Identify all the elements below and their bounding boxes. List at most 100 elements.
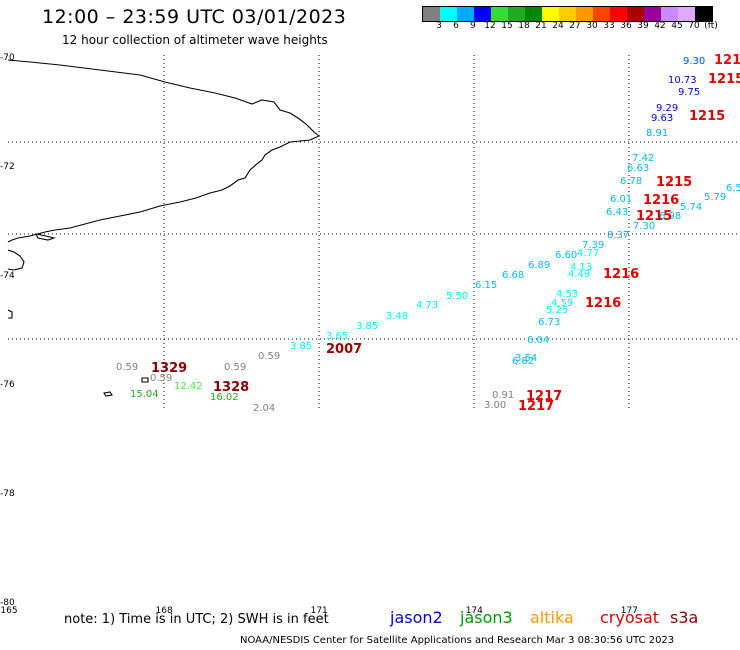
graticule [8,55,740,408]
wave-height-value: 10.73 [668,75,697,86]
pass-time-label: 1215 [689,109,725,124]
pass-time-label: 1216 [585,296,621,311]
longitude-label: 171 [310,606,328,616]
legend-swatch [542,7,559,21]
wave-height-value: 3.85 [290,341,312,352]
legend-swatch [474,7,491,21]
longitude-label: 177 [620,606,638,616]
legend-swatch [440,7,457,21]
legend-label: 15 [501,21,513,31]
pass-time-label: 1216 [643,193,679,208]
latitude-label: -74 [0,271,15,281]
latitude-label: -80 [0,598,15,608]
legend-swatch [661,7,678,21]
wave-height-value: 6.43 [606,207,628,218]
legend-label: 39 [637,21,649,31]
wave-height-value: 8.91 [646,128,668,139]
wave-height-value: 4.59 [551,298,573,309]
wave-height-value: 9.30 [683,56,705,67]
wave-height-value: 9.30 [683,56,705,67]
wave-height-value: 8.37 [607,230,629,241]
color-legend [422,6,713,22]
wave-height-value: 3.65 [326,331,348,342]
satellite-label-jason3: jason3 [460,608,513,627]
longitude-label: 168 [155,606,173,616]
legend-label: 12 [484,21,496,31]
wave-height-value: 16.02 [210,392,239,403]
legend-swatch [627,7,644,21]
wave-height-value: 15.04 [130,389,159,400]
wave-height-value: 6.68 [502,270,524,281]
wave-height-value: 6.15 [475,280,497,291]
wave-height-value: 4.13 [570,262,592,273]
legend-swatch [491,7,508,21]
satellite-label-jason2: jason2 [390,608,443,627]
legend-label: (ft) [704,21,718,31]
legend-label: 33 [603,21,615,31]
legend-label: 9 [470,21,476,31]
pass-time-label: 1217 [526,389,562,404]
wave-height-value: 4.73 [416,300,438,311]
wave-height-value: 9.29 [656,103,678,114]
latitude-label: -72 [0,162,15,172]
satellite-label-cryosat: cryosat [600,608,660,627]
legend-swatch [576,7,593,21]
legend-swatch [508,7,525,21]
wave-height-value: 6.98 [659,211,681,222]
wave-height-value: 3.85 [356,321,378,332]
pass-time-label: 1216 [603,267,639,282]
coastline [7,59,321,397]
pass-time-label: 1215 [656,175,692,190]
wave-height-value: 3.48 [386,311,408,322]
legend-label: 45 [671,21,683,31]
legend-swatch [525,7,542,21]
wave-height-value: 7.39 [582,240,604,251]
wave-height-value: 2.04 [253,403,275,414]
wave-height-value: 4.49 [568,269,590,280]
wave-height-value: 0.59 [150,373,172,384]
latitude-label: -76 [0,380,15,390]
longitude-label: 174 [465,606,483,616]
satellite-label-altika: altika [530,608,574,627]
pass-time-label: 1328 [213,380,249,395]
legend-label: 21 [535,21,547,31]
legend-swatch [593,7,610,21]
legend-label: 27 [569,21,581,31]
legend-label: 6 [453,21,459,31]
legend-swatch [610,7,627,21]
wave-height-value: 6.01 [610,194,632,205]
wave-height-value: 6.63 [627,163,649,174]
legend-label: 36 [620,21,632,31]
map-title: 12:00 – 23:59 UTC 03/01/2023 [42,6,347,28]
legend-swatch [423,7,440,21]
legend-label: 24 [552,21,564,31]
wave-height-value: 3.54 [515,353,537,364]
wave-height-value: 5.50 [446,291,468,302]
footer-note: note: 1) Time is in UTC; 2) SWH is in fe… [64,612,329,627]
legend-label: 3 [436,21,442,31]
legend-swatch [457,7,474,21]
legend-swatch [695,7,712,21]
legend-swatch [644,7,661,21]
wave-height-value: 6.89 [528,260,550,271]
wave-height-value: 12.42 [174,381,203,392]
wave-height-value: 0.59 [258,351,280,362]
wave-height-value: 0.91 [492,390,514,401]
pass-time-label: 2007 [326,342,362,357]
legend-swatch [678,7,695,21]
latitude-label: -70 [0,53,15,63]
wave-height-value: 6.78 [620,176,642,187]
wave-height-value: 5.79 [704,192,726,203]
satellite-label-s3a: s3a [670,608,699,627]
wave-height-value: 6.60 [555,250,577,261]
legend-label: 70 [688,21,700,31]
latitude-label: -78 [0,489,15,499]
legend-swatch [559,7,576,21]
wave-height-value: 3.00 [484,400,506,411]
pass-time-label: 1329 [151,361,187,376]
wave-height-value: 5.25 [546,305,568,316]
longitude-label: 165 [0,606,18,616]
pass-time-label: 1217 [518,399,554,414]
